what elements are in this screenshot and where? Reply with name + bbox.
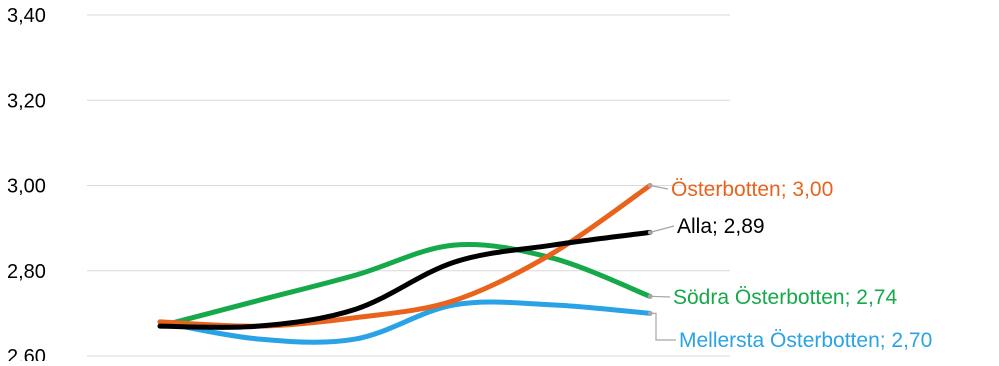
- y-tick-label: 3,00: [7, 176, 46, 198]
- series-label-alla: Alla; 2,89: [677, 215, 765, 238]
- series-end-labels: Mellersta Österbotten; 2,70 Södra Österbo…: [671, 178, 932, 352]
- series-line-mellersta-osterbotten: [157, 299, 653, 345]
- y-tick-label: 2,80: [7, 261, 46, 283]
- series-label-mellersta-osterbotten: Mellersta Österbotten; 2,70: [679, 329, 932, 352]
- y-axis-tick-labels: 2,60 2,80 3,00 3,20 3,40: [7, 5, 46, 366]
- series-lines: [157, 183, 653, 345]
- leader-line-sodra-osterbotten: [649, 295, 671, 298]
- y-tick-label: 3,40: [7, 5, 46, 27]
- leader-line-mellersta-osterbotten: [650, 312, 676, 341]
- leader-line-alla: [649, 225, 675, 233]
- gridlines: [87, 14, 730, 357]
- series-label-osterbotten: Österbotten; 3,00: [671, 178, 833, 201]
- series-label-sodra-osterbotten: Södra Österbotten; 2,74: [673, 286, 897, 309]
- y-tick-label: 2,60: [7, 346, 46, 361]
- leader-line-osterbotten: [649, 184, 669, 190]
- label-leader-lines: [649, 184, 676, 341]
- series-line-alla: [157, 229, 653, 330]
- y-tick-label: 3,20: [7, 90, 46, 112]
- series-line-sodra-osterbotten: [157, 242, 653, 329]
